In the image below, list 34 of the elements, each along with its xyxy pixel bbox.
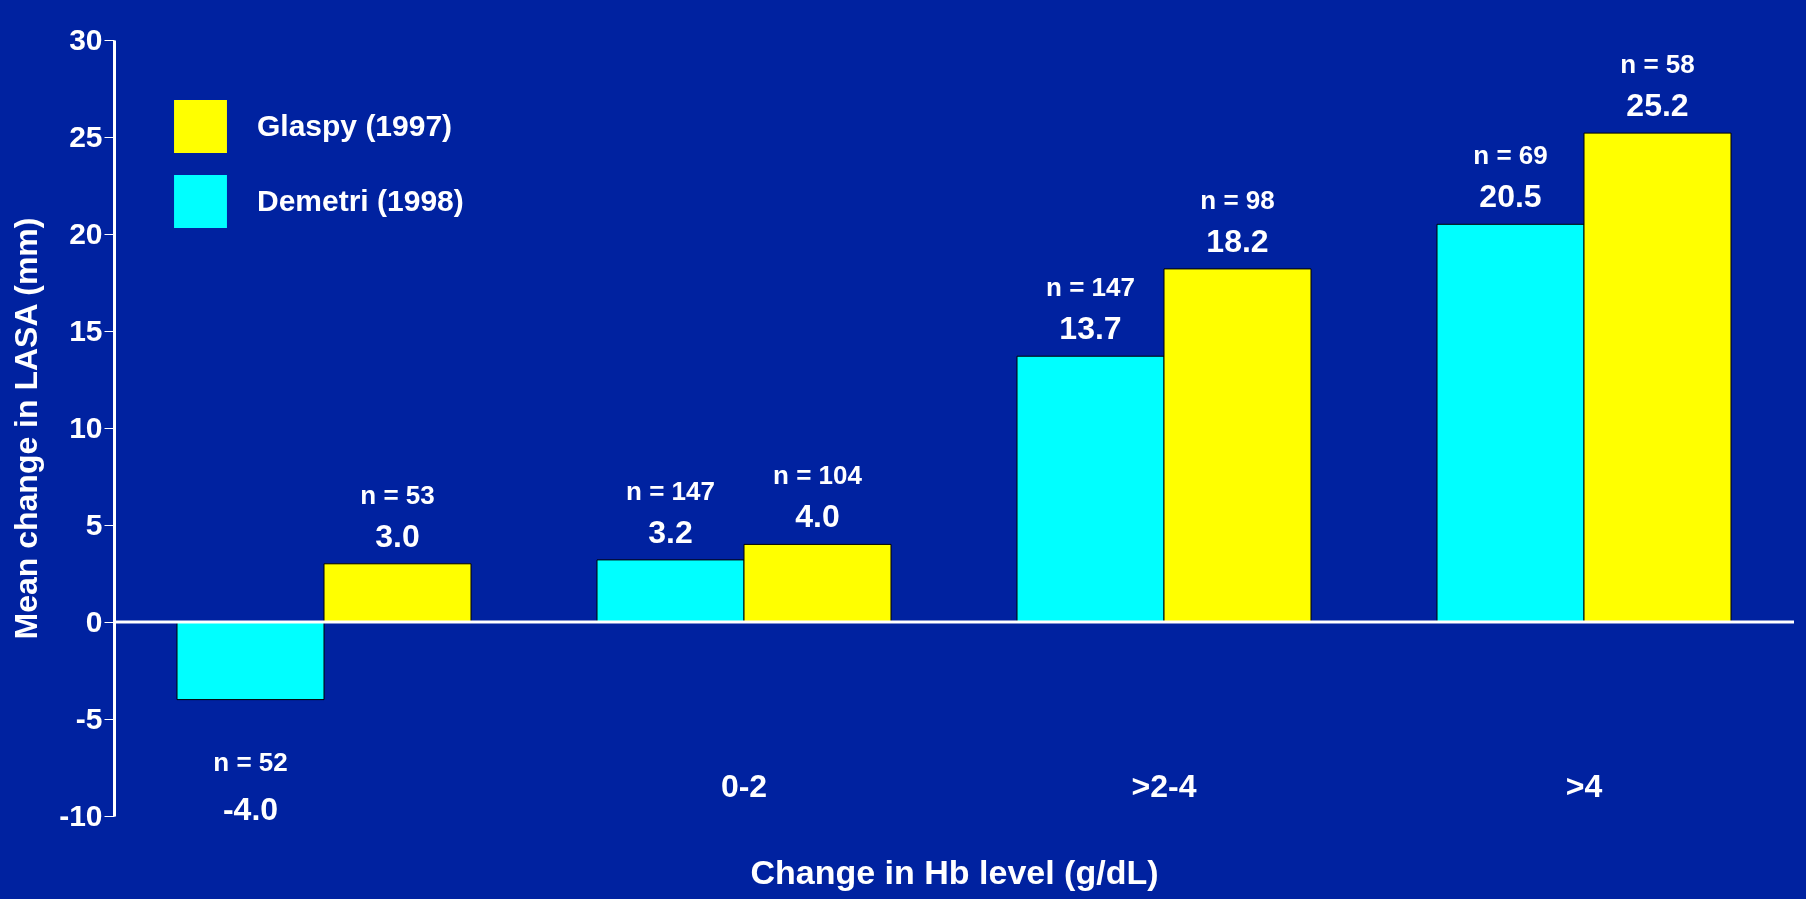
data-label: 25.2	[1626, 87, 1689, 124]
annotation: n = 147	[1046, 272, 1135, 303]
data-label: 18.2	[1206, 222, 1269, 259]
y-tick-label: 30	[69, 22, 103, 56]
annotation: n = 53	[360, 479, 435, 510]
data-label: 20.5	[1479, 178, 1542, 215]
y-tick-label: 25	[69, 119, 103, 153]
annotation: n = 52	[213, 746, 288, 777]
x-tick-label: >4	[1565, 767, 1603, 804]
y-tick-label: 5	[85, 507, 103, 541]
data-label: 4.0	[795, 498, 840, 535]
y-tick-label: -10	[59, 798, 103, 832]
annotation: n = 147	[626, 475, 715, 506]
data-label: 3.2	[648, 513, 693, 550]
data-label: -4.0	[222, 790, 279, 827]
data-label: 13.7	[1059, 310, 1122, 347]
bar	[323, 563, 472, 623]
x-tick-label: 0-2	[720, 767, 768, 804]
bar	[176, 621, 325, 701]
y-axis-title: Mean change in LASA (mm)	[8, 217, 45, 640]
x-tick-label: >2-4	[1131, 767, 1197, 804]
annotation: n = 58	[1620, 49, 1695, 80]
y-tick-label: -5	[75, 701, 103, 735]
annotation: n = 104	[773, 460, 863, 491]
legend-label: Glaspy (1997)	[257, 108, 453, 142]
y-tick-label: 15	[69, 313, 103, 347]
data-label: 3.0	[375, 517, 420, 554]
legend-label: Demetri (1998)	[257, 183, 464, 217]
y-tick-label: 10	[69, 410, 103, 444]
annotation: n = 98	[1200, 184, 1275, 215]
y-tick-label: 20	[69, 216, 103, 250]
x-axis-title: Change in Hb level (g/dL)	[750, 852, 1159, 891]
y-tick-label: 0	[85, 604, 103, 638]
annotation: n = 69	[1473, 140, 1548, 171]
